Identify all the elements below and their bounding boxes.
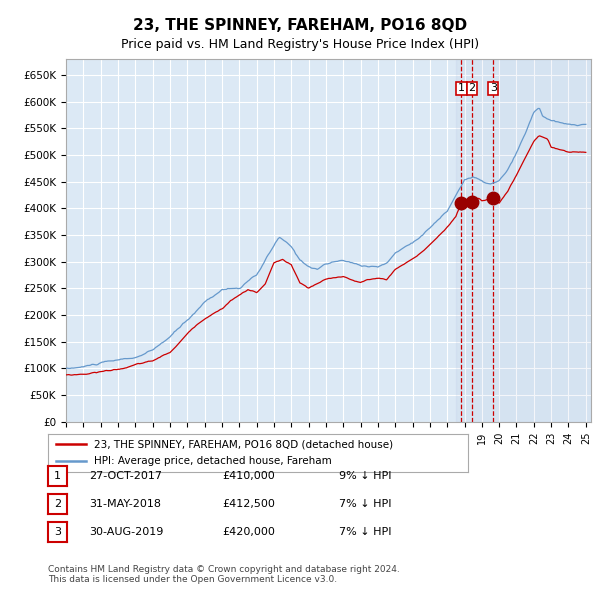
Text: 3: 3	[54, 527, 61, 537]
Text: 1: 1	[458, 83, 465, 93]
Text: 27-OCT-2017: 27-OCT-2017	[89, 471, 162, 480]
Text: Price paid vs. HM Land Registry's House Price Index (HPI): Price paid vs. HM Land Registry's House …	[121, 38, 479, 51]
Text: 7% ↓ HPI: 7% ↓ HPI	[339, 499, 391, 509]
Text: 2: 2	[468, 83, 475, 93]
Text: Contains HM Land Registry data © Crown copyright and database right 2024.
This d: Contains HM Land Registry data © Crown c…	[48, 565, 400, 584]
Text: HPI: Average price, detached house, Fareham: HPI: Average price, detached house, Fare…	[94, 456, 332, 466]
Text: 23, THE SPINNEY, FAREHAM, PO16 8QD (detached house): 23, THE SPINNEY, FAREHAM, PO16 8QD (deta…	[94, 440, 394, 450]
Bar	[456, 59, 595, 422]
Text: 23, THE SPINNEY, FAREHAM, PO16 8QD: 23, THE SPINNEY, FAREHAM, PO16 8QD	[133, 18, 467, 32]
Text: 3: 3	[490, 83, 497, 93]
Text: 1: 1	[54, 471, 61, 480]
Text: £410,000: £410,000	[222, 471, 275, 480]
Text: 7% ↓ HPI: 7% ↓ HPI	[339, 527, 391, 537]
Text: £412,500: £412,500	[222, 499, 275, 509]
Text: 30-AUG-2019: 30-AUG-2019	[89, 527, 163, 537]
Text: 9% ↓ HPI: 9% ↓ HPI	[339, 471, 391, 480]
Text: 31-MAY-2018: 31-MAY-2018	[89, 499, 161, 509]
Text: 2: 2	[54, 499, 61, 509]
Text: £420,000: £420,000	[222, 527, 275, 537]
